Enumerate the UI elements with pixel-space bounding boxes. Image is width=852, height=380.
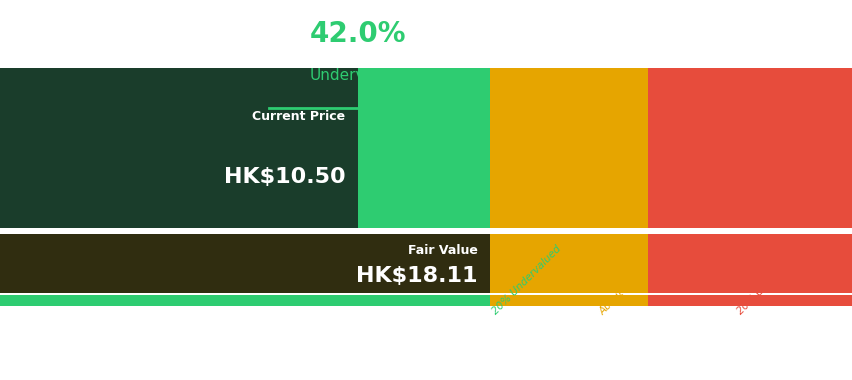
Bar [0, 234, 490, 293]
Bar [648, 294, 852, 306]
Text: Fair Value: Fair Value [407, 244, 477, 257]
Bar [0, 68, 490, 228]
Bar [0, 234, 490, 293]
Bar [0, 294, 490, 306]
Text: Current Price: Current Price [252, 110, 345, 123]
Bar [648, 234, 852, 293]
Text: Undervalued: Undervalued [309, 68, 406, 84]
Bar [0, 68, 358, 228]
Text: 42.0%: 42.0% [309, 20, 406, 48]
Bar [490, 294, 648, 306]
Text: HK$10.50: HK$10.50 [223, 167, 345, 187]
Text: About Right: About Right [596, 266, 647, 317]
Text: 20% Overvalued: 20% Overvalued [734, 249, 803, 317]
Text: HK$18.11: HK$18.11 [356, 266, 477, 286]
Bar [490, 68, 648, 228]
Bar [490, 234, 648, 293]
Text: 20% Undervalued: 20% Undervalued [490, 244, 562, 317]
Bar [648, 68, 852, 228]
